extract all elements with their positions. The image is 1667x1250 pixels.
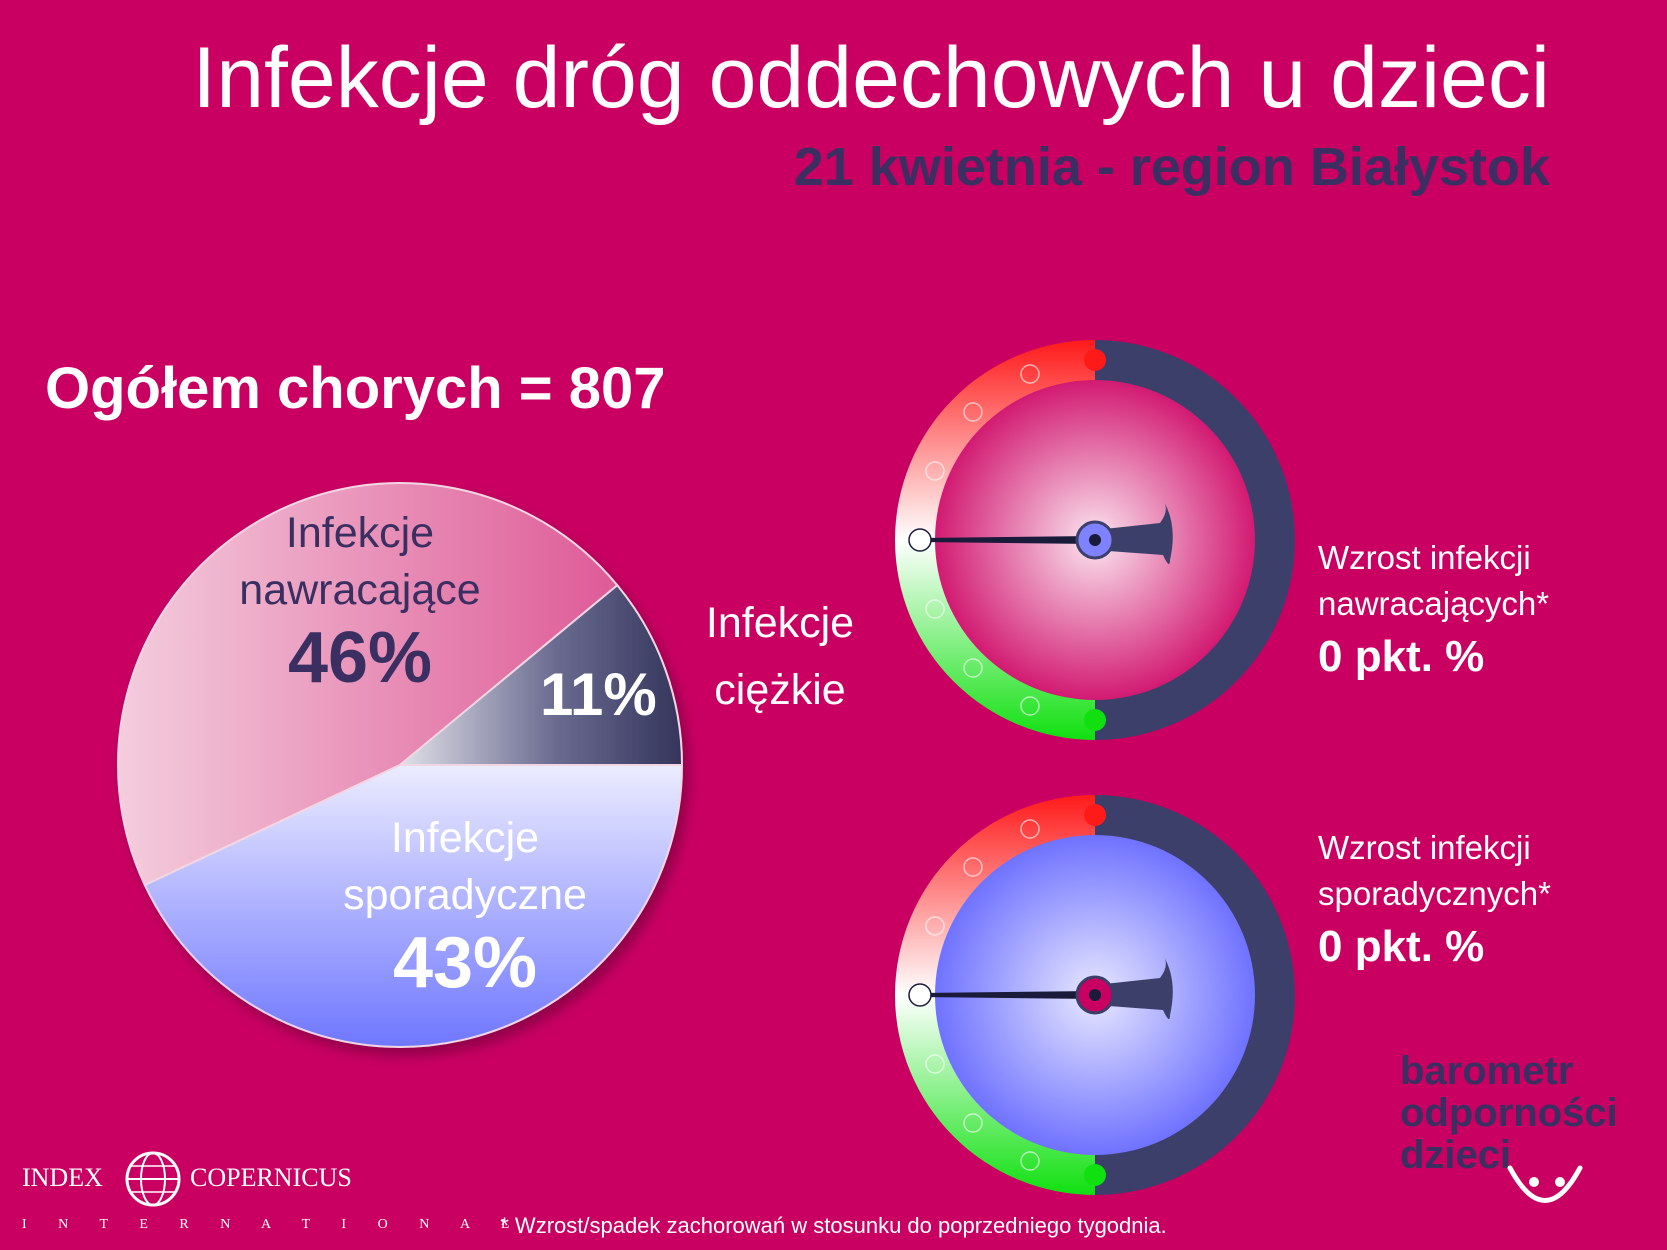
pie-slice-ciezkie bbox=[397, 583, 684, 766]
gauge-needle bbox=[920, 536, 1095, 544]
gauge-sporadyczne bbox=[895, 795, 1295, 1195]
gauge-sporadyczne-caption: Wzrost infekcji sporadycznych* bbox=[1318, 825, 1551, 917]
pie-label-line1: Infekcje bbox=[285, 509, 435, 557]
gauge-caption-line1: Wzrost infekcji bbox=[1318, 829, 1531, 866]
pie-label-line1: Infekcje bbox=[705, 599, 855, 647]
brand-line2: odporności bbox=[1400, 1091, 1618, 1135]
page-subtitle: 21 kwietnia - region Białystok bbox=[793, 137, 1550, 197]
gauge-nawracajace bbox=[895, 340, 1295, 740]
gauge-ticks bbox=[925, 364, 1040, 716]
gauge-ticks bbox=[925, 819, 1040, 1171]
gauge-needle bbox=[920, 991, 1095, 999]
gauge-needle-tail bbox=[1095, 500, 1173, 564]
gauge-needle-tail bbox=[1095, 955, 1173, 1019]
globe-icon bbox=[125, 1151, 181, 1207]
pie-value-ciezkie: 11% bbox=[540, 661, 657, 728]
brand-logo: barometr odporności dzieci bbox=[1400, 1050, 1618, 1176]
gauge-sporadyczne-value: 0 pkt. % bbox=[1318, 922, 1485, 971]
gauge-hub-center bbox=[1089, 534, 1101, 546]
pie-label-line2: ciężkie bbox=[714, 666, 846, 714]
gauge-nawracajace-value: 0 pkt. % bbox=[1318, 632, 1485, 681]
pie-value-sporadyczne: 43% bbox=[392, 923, 538, 1003]
pie-label-line2: nawracające bbox=[239, 566, 481, 614]
pie-label-line2: sporadyczne bbox=[343, 871, 587, 919]
gauge-min-marker bbox=[1084, 709, 1106, 731]
smiley-icon bbox=[1507, 1165, 1583, 1203]
logo-right-text: COPERNICUS bbox=[190, 1163, 352, 1192]
pie-slice-nawracajace bbox=[117, 482, 619, 887]
gauge-max-marker bbox=[1084, 349, 1106, 371]
gauge-caption-line2: nawracających* bbox=[1318, 585, 1550, 622]
pie-value-nawracajace: 46% bbox=[287, 618, 433, 698]
total-patients: Ogółem chorych = 807 bbox=[45, 356, 666, 421]
pie-label-ciezkie: Infekcje ciężkie bbox=[680, 602, 880, 712]
gauge-caption-line1: Wzrost infekcji bbox=[1318, 539, 1531, 576]
gauge-caption-line2: sporadycznych* bbox=[1318, 875, 1551, 912]
brand-line3: dzieci bbox=[1400, 1133, 1512, 1177]
pie-slice-sporadyczne bbox=[143, 764, 684, 1048]
gauge-needle-tip bbox=[908, 983, 932, 1007]
gauge-needle-tip bbox=[908, 528, 932, 552]
logo-left-text: INDEX bbox=[22, 1163, 103, 1192]
pie-label-nawracajace: Infekcje nawracające 46% bbox=[200, 509, 520, 698]
footnote: * Wzrost/spadek zachorowań w stosunku do… bbox=[500, 1213, 1167, 1238]
brand-line1: barometr bbox=[1400, 1049, 1574, 1093]
logo-sub-text: I N T E R N A T I O N A L bbox=[22, 1217, 524, 1232]
gauge-max-marker bbox=[1084, 804, 1106, 826]
pie-label-line1: Infekcje bbox=[390, 814, 540, 862]
gauge-min-marker bbox=[1084, 1164, 1106, 1186]
gauge-hub-center bbox=[1089, 989, 1101, 1001]
gauge-nawracajace-caption: Wzrost infekcji nawracających* bbox=[1318, 535, 1549, 627]
pie-chart bbox=[117, 482, 684, 1048]
smiley-eyes-icon bbox=[1529, 1177, 1565, 1187]
pie-label-sporadyczne: Infekcje sporadyczne 43% bbox=[305, 814, 625, 1003]
page-title: Infekcje dróg oddechowych u dzieci bbox=[192, 30, 1550, 126]
